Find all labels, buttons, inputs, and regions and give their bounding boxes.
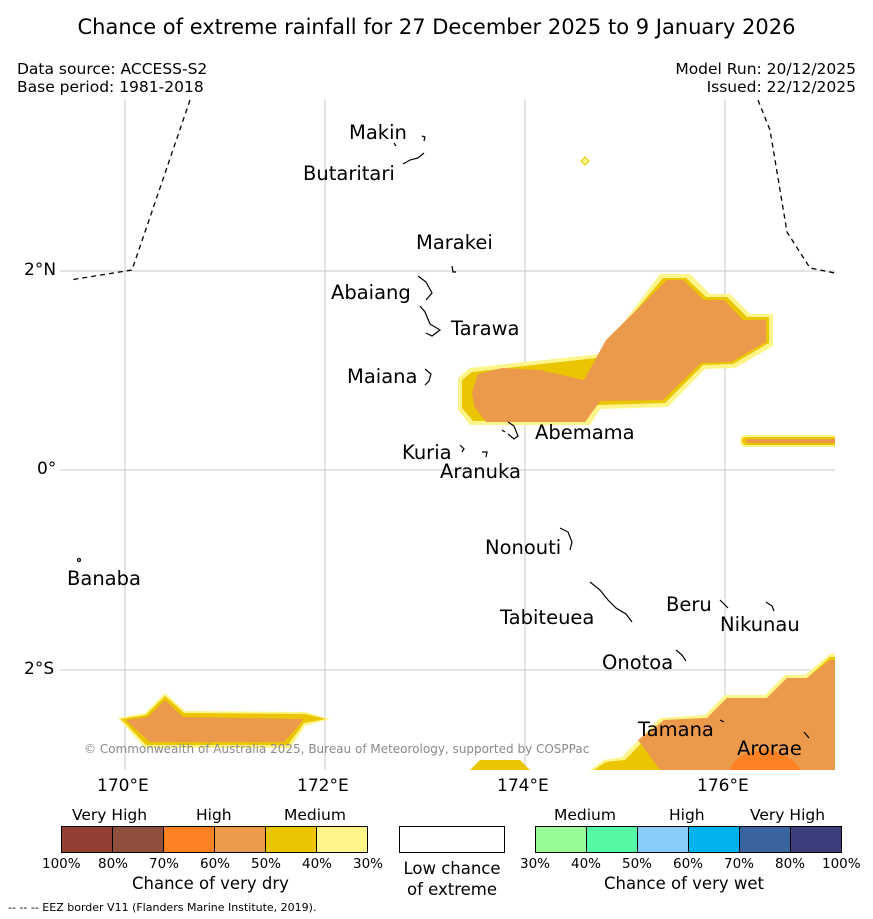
low-chance-swatch bbox=[399, 826, 505, 853]
label-nikunau: Nikunau bbox=[720, 613, 800, 636]
wet-group-medium: Medium bbox=[554, 806, 616, 824]
wet-tick-50: 50% bbox=[622, 856, 653, 872]
base-period: Base period: 1981-2018 bbox=[17, 78, 204, 96]
label-marakei: Marakei bbox=[416, 231, 493, 254]
ytick-2n: 2°N bbox=[24, 260, 57, 280]
xtick-172e: 172°E bbox=[297, 776, 349, 796]
wet-tick-60: 60% bbox=[673, 856, 704, 872]
island-tabiteuea bbox=[589, 581, 633, 623]
dry-tick-30: 30% bbox=[353, 856, 384, 872]
island-abaiang bbox=[417, 275, 433, 301]
wet-swatch-6 bbox=[790, 826, 842, 853]
island-kuria-aranuka bbox=[459, 444, 488, 458]
label-onotoa: Onotoa bbox=[602, 651, 674, 674]
label-butaritari: Butaritari bbox=[303, 162, 395, 185]
dry-region-southeast bbox=[470, 654, 835, 770]
label-tarawa: Tarawa bbox=[451, 317, 520, 340]
wet-caption: Chance of very wet bbox=[604, 874, 764, 893]
wet-tick-100: 100% bbox=[822, 856, 861, 872]
map-title: Chance of extreme rainfall for 27 Decemb… bbox=[77, 15, 796, 39]
dry-tick-40: 40% bbox=[302, 856, 333, 872]
low-chance-label: Low chance of extreme bbox=[399, 858, 505, 900]
dry-swatch-4 bbox=[214, 826, 266, 853]
dry-group-high: High bbox=[196, 806, 232, 824]
wet-tick-70: 70% bbox=[724, 856, 755, 872]
model-run: Model Run: 20/12/2025 bbox=[675, 60, 856, 78]
island-butaritari bbox=[402, 152, 425, 165]
island-tamana bbox=[719, 719, 725, 723]
wet-group-very-high: Very High bbox=[750, 806, 826, 824]
label-banaba: Banaba bbox=[67, 567, 141, 590]
ytick-0: 0° bbox=[37, 459, 57, 479]
label-abaiang: Abaiang bbox=[331, 281, 411, 304]
issued-date: Issued: 22/12/2025 bbox=[706, 78, 856, 96]
meta-right: Model Run: 20/12/2025 Issued: 22/12/2025 bbox=[675, 60, 856, 96]
meta-left: Data source: ACCESS-S2 Base period: 1981… bbox=[17, 60, 207, 96]
wet-tick-40: 40% bbox=[571, 856, 602, 872]
label-aranuka: Aranuka bbox=[440, 460, 521, 483]
wet-swatch-2 bbox=[586, 826, 638, 853]
eez-footnote: -- -- -- EEZ border V11 (Flanders Marine… bbox=[8, 901, 317, 914]
dry-tick-60: 60% bbox=[200, 856, 231, 872]
wet-group-high: High bbox=[669, 806, 705, 824]
dry-swatch-5 bbox=[265, 826, 317, 853]
label-abemama: Abemama bbox=[535, 421, 635, 444]
island-outlines bbox=[76, 135, 810, 739]
dry-group-medium: Medium bbox=[284, 806, 346, 824]
wet-swatch-4 bbox=[688, 826, 740, 853]
wet-tick-30: 30% bbox=[520, 856, 551, 872]
dry-dot bbox=[580, 156, 590, 166]
ytick-2s: 2°S bbox=[24, 659, 55, 679]
xtick-176e: 176°E bbox=[697, 776, 749, 796]
dry-swatch-6 bbox=[316, 826, 368, 853]
island-abemama bbox=[501, 421, 519, 440]
dry-tick-50: 50% bbox=[251, 856, 282, 872]
island-nikunau bbox=[765, 601, 775, 612]
wet-swatch-3 bbox=[637, 826, 689, 853]
island-banaba bbox=[76, 557, 82, 563]
island-makin-2 bbox=[393, 142, 397, 147]
copyright-notice: © Commonwealth of Australia 2025, Bureau… bbox=[84, 742, 590, 756]
data-source: Data source: ACCESS-S2 bbox=[17, 60, 208, 78]
dry-swatch-3 bbox=[163, 826, 215, 853]
island-marakei bbox=[451, 265, 456, 273]
label-arorae: Arorae bbox=[737, 737, 802, 760]
island-onotoa bbox=[675, 649, 687, 662]
dry-region-southwest bbox=[118, 693, 330, 748]
dry-swatch-2 bbox=[112, 826, 164, 853]
grid-lines bbox=[60, 100, 835, 770]
wet-swatch-1 bbox=[535, 826, 587, 853]
dry-tick-80: 80% bbox=[98, 856, 129, 872]
island-makin bbox=[421, 135, 426, 142]
label-tabiteuea: Tabiteuea bbox=[500, 606, 595, 629]
low-chance-line2: of extreme bbox=[406, 880, 498, 899]
island-tarawa bbox=[419, 305, 442, 337]
wet-tick-80: 80% bbox=[775, 856, 806, 872]
dry-region-east-band bbox=[740, 435, 835, 447]
low-chance-line1: Low chance bbox=[403, 859, 501, 878]
xtick-174e: 174°E bbox=[497, 776, 549, 796]
island-beru bbox=[719, 599, 729, 609]
dry-caption: Chance of very dry bbox=[132, 874, 289, 893]
label-kuria: Kuria bbox=[402, 441, 452, 464]
xtick-170e: 170°E bbox=[97, 776, 149, 796]
island-nonouti bbox=[559, 527, 573, 551]
wet-swatch-5 bbox=[739, 826, 791, 853]
island-arorae bbox=[803, 731, 810, 739]
dry-tick-70: 70% bbox=[149, 856, 180, 872]
label-makin: Makin bbox=[349, 121, 407, 144]
label-tamana: Tamana bbox=[638, 718, 714, 741]
dry-group-very-high: Very High bbox=[72, 806, 148, 824]
label-nonouti: Nonouti bbox=[485, 536, 562, 559]
eez-border bbox=[69, 100, 835, 281]
dry-region-north bbox=[458, 274, 773, 425]
island-maiana bbox=[424, 368, 432, 386]
label-beru: Beru bbox=[666, 593, 712, 616]
dry-swatch-1 bbox=[61, 826, 113, 853]
dry-tick-100: 100% bbox=[42, 856, 81, 872]
label-maiana: Maiana bbox=[347, 365, 418, 388]
